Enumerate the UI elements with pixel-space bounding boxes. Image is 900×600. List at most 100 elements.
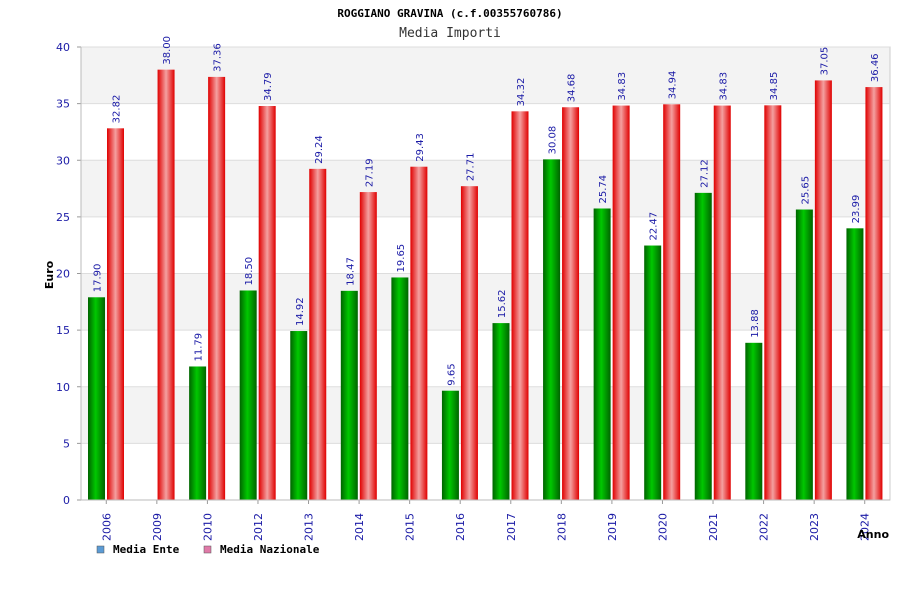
x-tick-label: 2006 bbox=[100, 513, 113, 541]
legend-swatch-media-ente bbox=[96, 545, 105, 554]
chart-subtitle: Media Importi bbox=[399, 26, 501, 41]
x-tick-label: 2014 bbox=[353, 513, 366, 541]
data-label-media-nazionale: 34.83 bbox=[718, 72, 729, 101]
data-label-media-ente: 18.47 bbox=[345, 257, 356, 286]
x-tick-label: 2021 bbox=[707, 513, 720, 541]
bar-media-ente bbox=[644, 245, 662, 500]
data-label-media-nazionale: 34.94 bbox=[668, 71, 679, 100]
bar-media-nazionale bbox=[460, 186, 478, 500]
bar-media-ente bbox=[745, 342, 763, 500]
bar-media-nazionale bbox=[562, 107, 580, 501]
bar-media-nazionale bbox=[663, 104, 681, 500]
bar-media-ente bbox=[846, 228, 864, 501]
data-label-media-ente: 19.65 bbox=[396, 244, 407, 273]
data-label-media-ente: 18.50 bbox=[244, 257, 255, 286]
bar-media-ente bbox=[694, 192, 712, 500]
data-label-media-nazionale: 37.05 bbox=[819, 47, 830, 76]
legend-swatch-media-nazionale bbox=[203, 545, 212, 554]
data-label-media-ente: 15.62 bbox=[497, 289, 508, 318]
data-label-media-nazionale: 32.82 bbox=[112, 95, 123, 124]
x-tick-label: 2010 bbox=[201, 513, 214, 541]
bar-media-ente bbox=[391, 277, 409, 500]
legend-label-media-ente: Media Ente bbox=[113, 543, 180, 556]
y-tick-label: 35 bbox=[56, 98, 70, 111]
data-label-media-ente: 13.88 bbox=[750, 309, 761, 338]
data-label-media-nazionale: 37.36 bbox=[213, 43, 224, 72]
x-tick-label: 2022 bbox=[758, 513, 771, 541]
data-label-media-ente: 25.65 bbox=[800, 176, 811, 205]
legend: Media Ente Media Nazionale bbox=[96, 543, 320, 556]
y-tick-label: 5 bbox=[63, 437, 70, 450]
data-label-media-nazionale: 34.83 bbox=[617, 72, 628, 101]
bar-media-nazionale bbox=[713, 105, 731, 501]
data-label-media-ente: 9.65 bbox=[446, 363, 457, 385]
bar-media-nazionale bbox=[309, 168, 327, 500]
bar-media-ente bbox=[88, 297, 105, 500]
data-label-media-nazionale: 34.79 bbox=[263, 72, 274, 101]
bars bbox=[88, 69, 883, 501]
data-label-media-nazionale: 36.46 bbox=[870, 53, 881, 82]
y-tick-label: 20 bbox=[56, 268, 70, 281]
y-tick-label: 0 bbox=[63, 494, 70, 507]
bar-media-ente bbox=[593, 208, 611, 500]
data-label-media-nazionale: 29.24 bbox=[314, 135, 325, 164]
data-label-media-ente: 22.47 bbox=[649, 212, 660, 241]
bar-media-nazionale bbox=[258, 106, 276, 501]
x-tick-label: 2015 bbox=[404, 513, 417, 541]
bar-media-ente bbox=[290, 331, 308, 500]
data-label-media-nazionale: 34.85 bbox=[769, 72, 780, 101]
bar-media-nazionale bbox=[764, 105, 782, 500]
bar-media-nazionale bbox=[359, 192, 377, 501]
y-axis-ticks: 0 5 10 15 20 25 30 35 40 bbox=[56, 41, 70, 507]
x-tick-label: 2018 bbox=[555, 513, 568, 541]
y-tick-label: 15 bbox=[56, 324, 70, 337]
data-label-media-nazionale: 29.43 bbox=[415, 133, 426, 162]
chart-title: ROGGIANO GRAVINA (c.f.00355760786) bbox=[337, 7, 562, 20]
data-labels: 17.90 32.82 38.00 11.79 37.36 18.50 34.79 14.92… bbox=[93, 36, 881, 386]
bar-media-ente bbox=[441, 390, 459, 500]
y-tick-label: 30 bbox=[56, 154, 70, 167]
bar-media-nazionale bbox=[814, 80, 832, 500]
y-axis-label: Euro bbox=[43, 260, 56, 289]
bar-media-nazionale bbox=[410, 166, 428, 500]
data-label-media-nazionale: 27.71 bbox=[465, 153, 476, 182]
bar-media-ente bbox=[189, 366, 207, 500]
data-label-media-ente: 25.74 bbox=[598, 175, 609, 204]
bar-media-nazionale bbox=[157, 69, 175, 501]
x-tick-label: 2009 bbox=[151, 513, 164, 541]
x-tick-label: 2020 bbox=[656, 513, 669, 541]
data-label-media-ente: 30.08 bbox=[548, 126, 559, 155]
data-label-media-nazionale: 38.00 bbox=[162, 36, 173, 65]
data-label-media-nazionale: 34.32 bbox=[516, 78, 527, 107]
bar-media-nazionale bbox=[511, 111, 529, 501]
x-axis-ticks: 2006 2009 2010 2012 2013 2014 2015 2016 2017 2018… bbox=[80, 47, 890, 541]
bar-media-ente bbox=[239, 290, 257, 500]
x-axis-label: Anno bbox=[857, 528, 889, 541]
data-label-media-ente: 27.12 bbox=[699, 159, 710, 188]
bar-media-nazionale bbox=[612, 105, 630, 501]
y-tick-label: 25 bbox=[56, 211, 70, 224]
x-tick-label: 2023 bbox=[808, 513, 821, 541]
x-tick-label: 2017 bbox=[505, 513, 518, 541]
data-label-media-ente: 17.90 bbox=[93, 264, 104, 293]
y-tick-label: 40 bbox=[56, 41, 70, 54]
x-tick-label: 2016 bbox=[454, 513, 467, 541]
data-label-media-ente: 14.92 bbox=[295, 297, 306, 326]
bar-media-nazionale bbox=[107, 128, 124, 500]
data-label-media-nazionale: 27.19 bbox=[364, 158, 375, 187]
bar-media-ente bbox=[492, 323, 510, 500]
y-tick-label: 10 bbox=[56, 381, 70, 394]
bar-media-ente bbox=[340, 290, 358, 500]
x-tick-label: 2019 bbox=[606, 513, 619, 541]
data-label-media-nazionale: 34.68 bbox=[567, 74, 578, 103]
legend-label-media-nazionale: Media Nazionale bbox=[220, 543, 320, 556]
x-tick-label: 2012 bbox=[252, 513, 265, 541]
data-label-media-ente: 11.79 bbox=[194, 333, 205, 362]
bar-media-ente bbox=[543, 159, 561, 500]
data-label-media-ente: 23.99 bbox=[851, 195, 862, 224]
bar-media-nazionale bbox=[865, 87, 883, 500]
x-tick-label: 2013 bbox=[303, 513, 316, 541]
bar-media-ente bbox=[795, 209, 813, 501]
bar-media-nazionale bbox=[208, 76, 226, 500]
